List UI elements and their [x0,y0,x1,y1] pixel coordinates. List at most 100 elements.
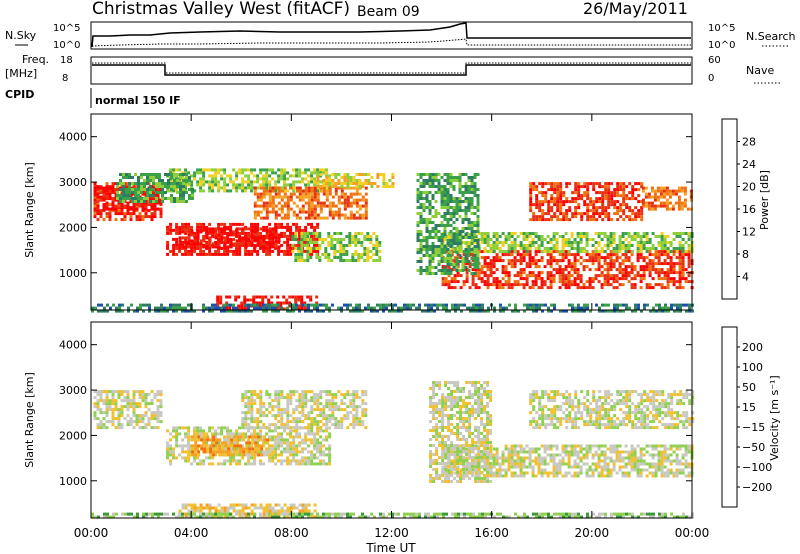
data-cell [366,250,370,253]
data-cell [193,242,197,246]
data-cell [99,209,103,213]
data-cell [657,277,661,281]
data-cell [310,198,314,202]
data-cell [259,462,263,466]
data-cell [226,249,230,253]
data-cell [483,256,487,260]
data-cell [140,173,143,176]
data-cell [437,245,441,248]
data-cell [440,206,444,209]
data-cell [529,182,533,186]
data-cell [229,245,233,249]
data-cell [657,250,661,254]
data-cell [616,309,619,313]
data-cell [159,393,163,397]
data-cell [176,182,179,185]
data-cell [259,432,263,436]
data-cell [443,173,447,176]
data-cell [615,268,619,272]
data-cell [318,259,322,262]
data-cell [159,420,163,424]
data-cell [244,236,248,240]
data-cell [300,307,304,311]
data-cell [238,183,242,187]
data-cell [217,306,220,310]
data-cell [604,197,608,201]
data-cell [431,206,435,209]
data-cell [443,251,447,254]
data-cell [307,192,311,196]
data-cell [108,195,112,199]
data-cell [228,295,232,299]
data-cell [470,197,474,200]
data-cell [610,197,614,201]
data-cell [607,182,611,186]
data-cell [147,209,151,213]
data-cell [327,253,331,256]
data-cell [199,252,203,256]
data-cell [175,429,179,433]
data-cell [574,197,578,201]
data-cell [202,239,206,243]
data-cell [256,204,260,208]
data-cell [677,201,681,205]
data-cell [428,263,432,266]
data-cell [93,201,97,205]
data-cell [600,271,604,275]
data-cell [486,274,490,278]
data-cell [179,173,182,176]
data-cell [464,215,468,218]
data-cell [443,218,447,221]
data-cell [645,247,649,250]
data-cell [532,306,535,310]
data-cell [247,174,251,178]
data-cell [199,245,203,249]
data-cell [132,396,136,400]
data-cell [262,303,265,307]
data-cell [337,201,341,205]
data-cell [294,298,298,302]
data-cell [419,194,423,197]
data-cell [391,306,394,310]
data-cell [102,426,106,430]
data-cell [661,306,664,310]
data-cell [498,247,502,250]
data-cell [336,241,340,244]
data-cell [428,200,432,203]
data-cell [598,191,602,195]
data-cell [474,268,478,272]
data-cell [225,295,229,299]
data-cell [640,212,644,216]
nave-tick-60: 60 [708,55,721,66]
data-cell [416,188,420,191]
data-cell [184,183,188,187]
data-cell [310,459,314,463]
data-cell [193,174,197,178]
data-cell [595,209,599,213]
data-cell [325,204,329,208]
data-cell [208,236,212,240]
data-cell [244,309,247,313]
data-cell [443,269,447,272]
data-cell [256,231,260,235]
data-cell [319,185,323,188]
data-cell [579,247,583,250]
data-cell [556,185,560,189]
data-cell [286,171,290,175]
data-cell [309,250,313,253]
data-cell [105,207,109,211]
data-cell [131,191,134,194]
data-cell [268,435,272,439]
data-cell [309,247,313,250]
data-cell [648,271,652,275]
data-cell [191,191,194,194]
data-cell [117,411,121,415]
data-cell [160,306,163,310]
data-cell [268,426,272,430]
data-cell [138,405,142,409]
data-cell [549,277,553,281]
data-cell [297,241,301,244]
data-cell [609,262,613,266]
data-cell [301,447,305,451]
data-cell [618,244,622,247]
